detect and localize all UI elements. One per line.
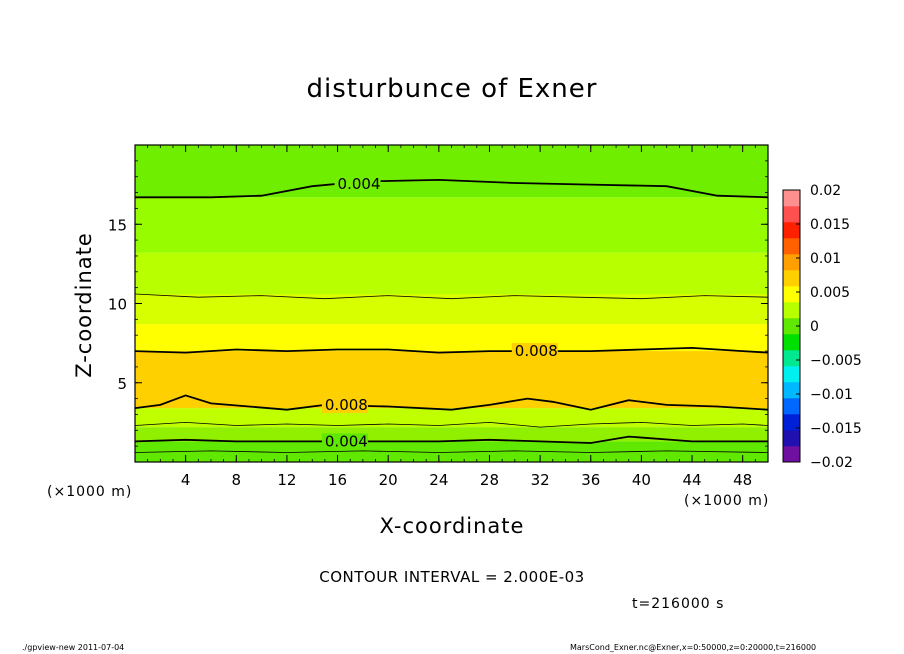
colorbar-label: −0.015 (810, 421, 862, 437)
contour-line-6 (134, 450, 769, 453)
contour-labels: 0.004 0.008 0.008 0.004 (321, 175, 558, 450)
colorbar-swatch (783, 318, 800, 335)
colorbar-label: 0 (810, 319, 819, 335)
contour-label-bg-3 (321, 396, 368, 413)
x-tick-label: 36 (581, 471, 600, 489)
x-tick-label: 40 (632, 471, 651, 489)
colorbar-swatch (783, 350, 800, 367)
contour-band-2 (135, 408, 768, 428)
contour-label-bg-2 (511, 343, 558, 360)
y-tick-label: 10 (108, 296, 127, 314)
colorbar-swatch (783, 366, 800, 383)
x-tick-label: 20 (379, 471, 398, 489)
footer-left: ./gpview-new 2011-07-04 (22, 643, 125, 652)
y-tick-label: 15 (108, 216, 127, 234)
x-tick-label: 8 (232, 471, 242, 489)
contour-label-3: 0.008 (325, 396, 368, 414)
contour-label-bg-5 (321, 433, 368, 450)
contour-label-2: 0.008 (515, 342, 558, 360)
colorbar-swatch (783, 190, 800, 207)
x-tick-label: 48 (733, 471, 752, 489)
contour-label-5: 0.004 (325, 432, 368, 450)
x-tick-label: 28 (480, 471, 499, 489)
contour-line-0 (135, 178, 769, 199)
contour-interval: CONTOUR INTERVAL = 2.000E-03 (319, 568, 585, 586)
contour-band-6 (135, 252, 768, 294)
x-tick-label: 44 (682, 471, 701, 489)
colorbar-label: 0.02 (810, 183, 841, 199)
colorbar-swatch (783, 446, 800, 463)
x-tick-label: 24 (429, 471, 448, 489)
contour-fill-bands (135, 145, 768, 462)
colorbar: 0.02 0.015 0.01 0.005 0 −0.005 −0.01 −0.015 −0.0… (782, 183, 862, 471)
x-unit-left: (×1000 m) (47, 484, 133, 500)
time-label: t=216000 s (632, 596, 725, 612)
contour-label-bg-0 (334, 175, 381, 192)
y-tick-label: 5 (117, 375, 127, 393)
contour-band-0 (135, 441, 768, 462)
y-axis-label: Z-coordinate (72, 232, 96, 378)
contour-line-4 (134, 421, 769, 428)
colorbar-swatch (783, 238, 800, 255)
colorbar-label: 0.015 (810, 217, 850, 233)
contour-line-3 (134, 394, 769, 411)
contour-lines (134, 178, 769, 453)
contour-label-0: 0.004 (338, 175, 381, 193)
colorbar-label: 0.005 (810, 285, 850, 301)
colorbar-swatch (783, 254, 800, 271)
footer-right: MarsCond_Exner.nc@Exner,x=0:50000,z=0:20… (570, 643, 817, 652)
contour-band-8 (135, 145, 768, 198)
x-tick-label: 32 (531, 471, 550, 489)
colorbar-swatch (783, 430, 800, 447)
chart-title: disturbunce of Exner (306, 74, 598, 104)
x-tick-label: 16 (328, 471, 347, 489)
x-unit-right: (×1000 m) (684, 493, 770, 509)
x-tick-label: 4 (181, 471, 191, 489)
colorbar-swatch (783, 302, 800, 319)
colorbar-label: −0.01 (810, 387, 853, 403)
colorbar-swatch (783, 398, 800, 415)
x-tick-label: 12 (277, 471, 296, 489)
colorbar-swatch (783, 222, 800, 239)
contour-band-1 (135, 427, 768, 442)
contour-line-1 (134, 293, 769, 300)
x-axis-label: X-coordinate (379, 514, 525, 538)
colorbar-swatch (783, 382, 800, 399)
colorbar-swatch (783, 334, 800, 351)
colorbar-swatch (783, 414, 800, 431)
colorbar-label: −0.005 (810, 353, 862, 369)
contour-band-4 (135, 324, 768, 352)
colorbar-label: 0.01 (810, 251, 841, 267)
contour-band-3 (135, 351, 768, 409)
contour-band-7 (135, 197, 768, 253)
colorbar-swatch (783, 286, 800, 303)
contour-line-2 (134, 346, 769, 354)
contour-line-5 (134, 435, 768, 444)
colorbar-label: −0.02 (810, 455, 853, 471)
colorbar-swatch (783, 270, 800, 287)
colorbar-swatch (783, 206, 800, 223)
